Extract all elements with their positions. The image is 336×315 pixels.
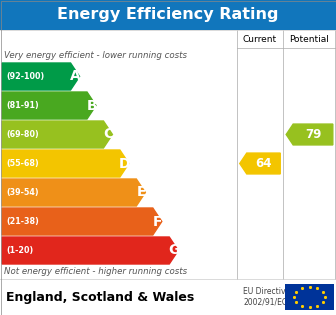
- Text: Not energy efficient - higher running costs: Not energy efficient - higher running co…: [4, 267, 187, 277]
- Text: (81-91): (81-91): [6, 101, 39, 110]
- Text: E: E: [136, 186, 146, 199]
- Polygon shape: [2, 63, 80, 90]
- Text: C: C: [103, 128, 114, 141]
- Text: (55-68): (55-68): [6, 159, 39, 168]
- Text: Current: Current: [243, 35, 277, 43]
- Text: EU Directive: EU Directive: [243, 288, 290, 296]
- Polygon shape: [2, 208, 162, 235]
- Text: Energy Efficiency Rating: Energy Efficiency Rating: [57, 8, 279, 22]
- Text: G: G: [169, 243, 180, 257]
- Polygon shape: [2, 92, 96, 119]
- Text: Very energy efficient - lower running costs: Very energy efficient - lower running co…: [4, 50, 187, 60]
- Polygon shape: [2, 179, 145, 206]
- Text: 79: 79: [305, 128, 321, 141]
- Text: (39-54): (39-54): [6, 188, 39, 197]
- Bar: [0, 279, 336, 315]
- Text: (92-100): (92-100): [6, 72, 44, 81]
- Text: England, Scotland & Wales: England, Scotland & Wales: [6, 290, 194, 303]
- Text: D: D: [119, 157, 131, 170]
- Text: F: F: [153, 215, 163, 228]
- Text: 64: 64: [255, 157, 272, 170]
- Text: 2002/91/EC: 2002/91/EC: [243, 297, 287, 306]
- Polygon shape: [2, 150, 129, 177]
- Text: B: B: [87, 99, 97, 112]
- Bar: [285, 284, 334, 310]
- Text: Potential: Potential: [290, 35, 329, 43]
- Polygon shape: [2, 237, 178, 264]
- Text: (1-20): (1-20): [6, 246, 33, 255]
- Bar: [0, 0, 336, 30]
- Polygon shape: [286, 124, 333, 145]
- Polygon shape: [2, 121, 113, 148]
- Polygon shape: [240, 153, 280, 174]
- Text: A: A: [70, 70, 81, 83]
- Text: (21-38): (21-38): [6, 217, 39, 226]
- Text: (69-80): (69-80): [6, 130, 39, 139]
